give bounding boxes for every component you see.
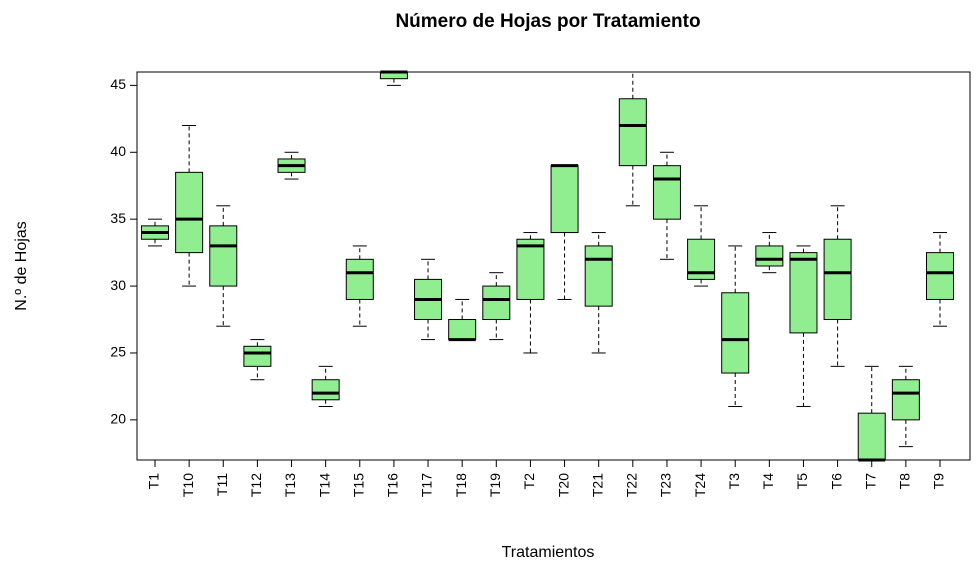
x-tick-label: T13 (282, 473, 298, 497)
box (618, 98, 647, 167)
x-tick-label: T14 (316, 473, 332, 497)
x-tick-label: T10 (180, 473, 196, 497)
box (516, 238, 545, 300)
y-tick-label: 40 (110, 143, 126, 159)
x-tick-label: T16 (385, 473, 401, 497)
x-tick-label: T23 (658, 473, 674, 497)
plot-frame (136, 71, 971, 461)
x-tick-label: T4 (760, 473, 776, 490)
x-tick-label: T17 (419, 473, 435, 497)
x-tick-label: T12 (248, 473, 264, 497)
x-tick-label: T19 (487, 473, 503, 497)
chart-title: Número de Hojas por Tratamiento (395, 11, 700, 32)
box (311, 379, 340, 401)
x-axis-label: Tratamientos (502, 544, 595, 561)
y-tick-label: 20 (110, 411, 126, 427)
x-tick-label: T3 (726, 473, 742, 490)
y-tick-label: 45 (110, 76, 126, 92)
x-tick-label: T7 (862, 473, 878, 490)
y-axis-label: N.º de Hojas (13, 221, 30, 310)
box (721, 292, 750, 374)
box (345, 258, 374, 300)
y-tick-label: 35 (110, 210, 126, 226)
x-tick-label: T2 (521, 473, 537, 490)
box (243, 345, 272, 367)
box (789, 252, 818, 334)
box (175, 171, 204, 254)
box (448, 319, 477, 341)
x-tick-label: T22 (624, 473, 640, 497)
box (584, 245, 613, 307)
x-tick-label: T6 (828, 473, 844, 490)
box (482, 285, 511, 321)
x-tick-label: T24 (692, 473, 708, 497)
box (755, 245, 784, 267)
x-tick-label: T9 (931, 473, 947, 490)
box (857, 412, 886, 461)
box (925, 252, 954, 300)
box (209, 225, 238, 287)
box (891, 379, 920, 421)
x-tick-label: T11 (214, 473, 230, 496)
box (652, 165, 681, 220)
box (823, 238, 852, 321)
y-tick-label: 25 (110, 344, 126, 360)
y-tick-label: 30 (110, 277, 126, 293)
box (550, 165, 579, 234)
x-tick-label: T5 (794, 473, 810, 490)
x-tick-label: T18 (453, 473, 469, 497)
x-tick-label: T8 (897, 473, 913, 490)
x-tick-label: T15 (350, 473, 366, 497)
x-tick-label: T21 (589, 473, 605, 497)
x-tick-label: T1 (146, 473, 162, 490)
x-tick-label: T20 (555, 473, 571, 497)
